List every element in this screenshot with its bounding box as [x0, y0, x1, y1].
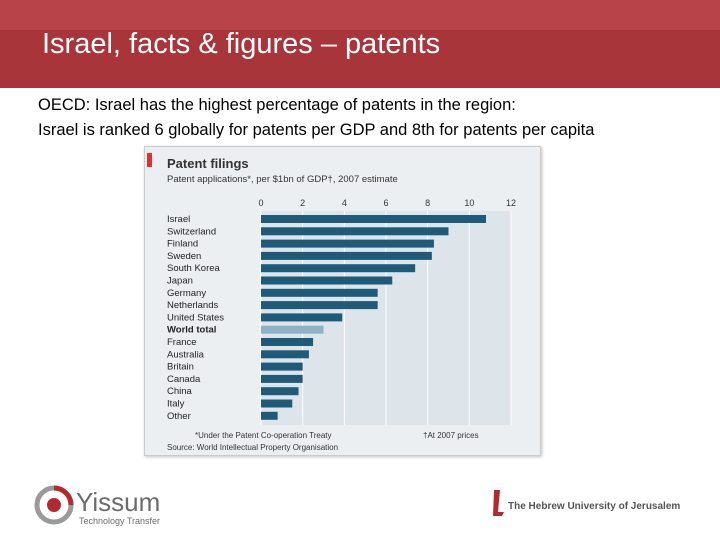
bar-germany [261, 288, 378, 297]
bar-finland [261, 239, 434, 248]
bar-italy [261, 399, 293, 408]
title-bar: Israel, facts & figures – patents [0, 0, 720, 88]
slide-title: Israel, facts & figures – patents [42, 28, 441, 60]
yissum-ring-accent [53, 485, 74, 506]
bar-japan [261, 276, 393, 285]
bar-switzerland [261, 227, 449, 236]
bar-sweden [261, 251, 432, 260]
x-tick-label-4: 4 [342, 198, 347, 208]
huji-logo: The Hebrew University of Jerusalem [493, 490, 680, 516]
chart-title: Patent filings [167, 156, 249, 171]
bar-other [261, 411, 278, 420]
category-label-switzerland: Switzerland [167, 226, 216, 237]
x-tick-label-6: 6 [383, 198, 388, 208]
bar-canada [261, 374, 303, 383]
patent-chart-frame: Patent filings Patent applications*, per … [144, 146, 541, 456]
bar-world-total [261, 325, 324, 334]
category-label-australia: Australia [167, 349, 205, 360]
x-tick-label-2: 2 [300, 198, 305, 208]
x-tick-label-8: 8 [425, 198, 430, 208]
category-label-world-total: World total [167, 325, 216, 336]
chart-source: Source: World Intellectual Property Orga… [167, 443, 338, 452]
bar-south-korea [261, 264, 416, 273]
huji-name: The Hebrew University of Jerusalem [508, 501, 680, 512]
category-label-netherlands: Netherlands [167, 300, 218, 311]
x-tick-label-0: 0 [258, 198, 263, 208]
category-label-israel: Israel [167, 214, 190, 225]
category-label-britain: Britain [167, 362, 194, 373]
bar-australia [261, 350, 309, 359]
bar-united-states [261, 313, 343, 322]
title-bar-band [0, 0, 720, 30]
footnote-left: *Under the Patent Co-operation Treaty [195, 431, 332, 440]
huji-emblem-icon [493, 490, 504, 516]
category-label-united-states: United States [167, 312, 224, 323]
patent-chart: Patent filings Patent applications*, per … [147, 153, 516, 452]
yissum-tagline: Technology Transfer [79, 516, 160, 526]
yissum-name: Yissum [76, 487, 160, 517]
footnote-right: †At 2007 prices [423, 431, 479, 440]
category-label-japan: Japan [167, 276, 193, 287]
yissum-logo: Yissum Technology Transfer [34, 485, 160, 526]
x-tick-label-12: 12 [506, 198, 516, 208]
yissum-dot-icon [47, 498, 61, 512]
body-line-1: OECD: Israel has the highest percentage … [38, 96, 516, 114]
category-label-other: Other [167, 411, 191, 422]
category-label-france: France [167, 337, 197, 348]
body-line-2: Israel is ranked 6 globally for patents … [38, 121, 595, 139]
category-label-china: China [167, 386, 193, 397]
chart-subtitle: Patent applications*, per $1bn of GDP†, … [167, 174, 398, 185]
category-label-south-korea: South Korea [167, 263, 221, 274]
category-label-sweden: Sweden [167, 251, 201, 262]
bar-france [261, 338, 314, 346]
category-label-canada: Canada [167, 374, 201, 385]
category-label-italy: Italy [167, 399, 185, 410]
bar-netherlands [261, 301, 378, 310]
x-tick-label-10: 10 [464, 198, 474, 208]
category-label-germany: Germany [167, 288, 206, 299]
bar-israel [261, 215, 486, 223]
bar-china [261, 387, 299, 396]
bar-britain [261, 362, 303, 371]
category-label-finland: Finland [167, 239, 198, 250]
chart-accent-mark [147, 153, 152, 167]
